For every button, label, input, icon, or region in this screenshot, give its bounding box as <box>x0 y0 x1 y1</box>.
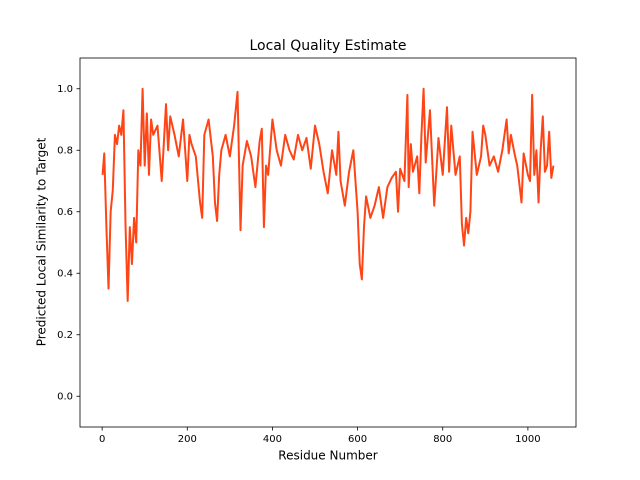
y-tick-label: 0.0 <box>57 391 73 402</box>
x-axis-label: Residue Number <box>278 449 377 463</box>
plot-frame <box>79 57 577 428</box>
y-tick-label: 0.4 <box>57 268 73 279</box>
x-tick-label: 200 <box>178 434 197 445</box>
x-tick-label: 400 <box>263 434 282 445</box>
x-tick-label: 1000 <box>515 434 540 445</box>
y-tick-label: 1.0 <box>57 84 73 95</box>
line-series <box>101 87 555 302</box>
y-tick-label: 0.8 <box>57 145 73 156</box>
y-tick-label: 0.2 <box>57 330 73 341</box>
chart-title: Local Quality Estimate <box>249 38 406 54</box>
x-tick-label: 800 <box>433 434 452 445</box>
y-axis-label: Predicted Local Similarity to Target <box>35 137 49 346</box>
x-tick-label: 600 <box>348 434 367 445</box>
y-tick-label: 0.6 <box>57 207 73 218</box>
x-tick-label: 0 <box>99 434 105 445</box>
